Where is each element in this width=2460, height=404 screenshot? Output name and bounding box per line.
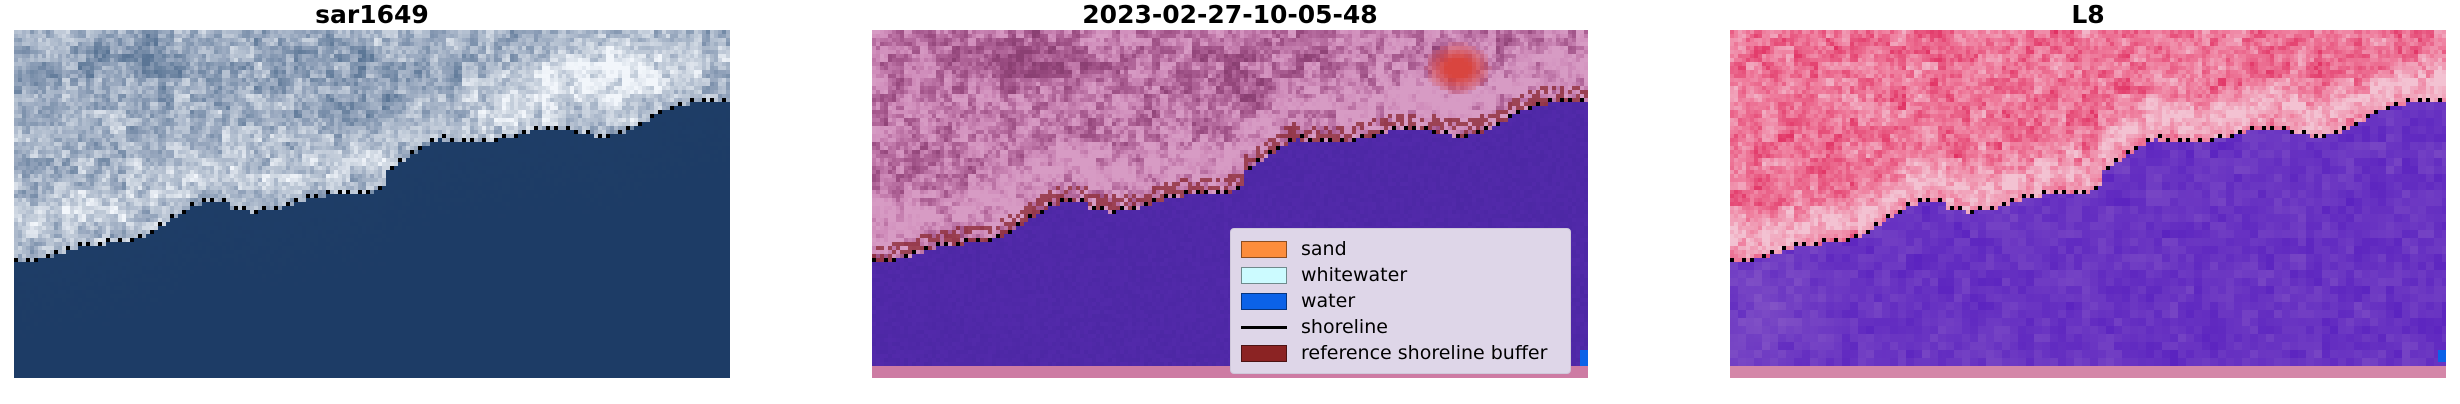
legend-label-reference-buffer: reference shoreline buffer [1301,341,1548,364]
l8-raster [1730,30,2446,378]
sand-swatch-icon [1241,240,1287,258]
legend-label-water: water [1301,289,1356,312]
panel-image-3 [1730,30,2446,378]
panel-title-1: sar1649 [315,0,429,29]
class-legend: sand whitewater water shoreline referenc… [1230,228,1571,374]
sar-raster [14,30,730,378]
legend-item-sand: sand [1241,236,1560,262]
legend-label-sand: sand [1301,237,1347,260]
legend-item-whitewater: whitewater [1241,262,1560,288]
panel-title-2: 2023-02-27-10-05-48 [1082,0,1378,29]
water-swatch-icon [1241,292,1287,310]
panel-sar1649: sar1649 [14,0,730,404]
panel-title-3: L8 [2071,0,2105,29]
legend-label-shoreline: shoreline [1301,315,1388,338]
legend-label-whitewater: whitewater [1301,263,1408,286]
panel-l8: L8 [1730,0,2446,404]
shoreline-line-icon [1241,319,1287,336]
reference-buffer-swatch-icon [1241,344,1287,362]
legend-item-reference-shoreline-buffer: reference shoreline buffer [1241,340,1560,366]
legend-item-shoreline: shoreline [1241,314,1560,340]
panel-image-1 [14,30,730,378]
legend-item-water: water [1241,288,1560,314]
whitewater-swatch-icon [1241,266,1287,284]
